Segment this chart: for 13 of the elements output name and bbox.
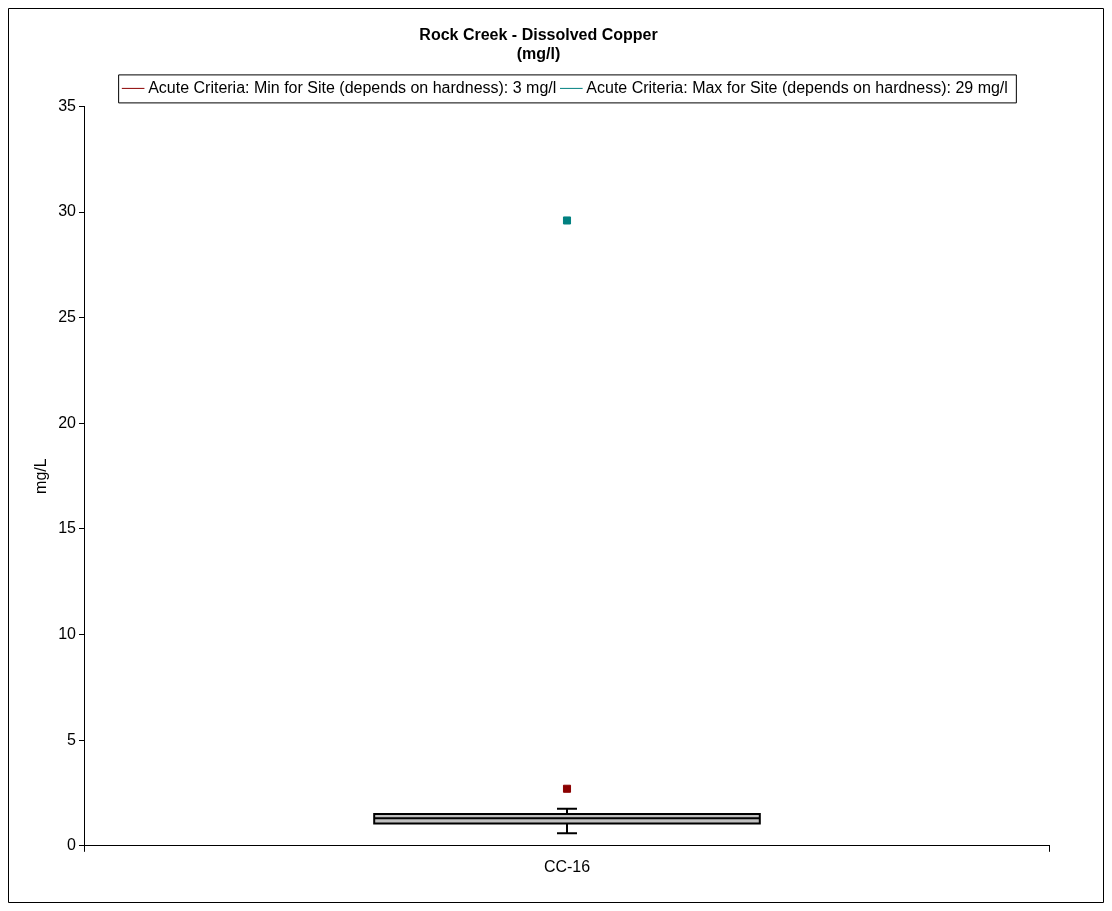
y-tick-label: 25	[58, 308, 77, 326]
y-axis-title: mg/L	[32, 458, 50, 494]
y-tick-label: 5	[67, 730, 77, 748]
x-tick-label: CC-16	[543, 857, 591, 875]
y-tick-label: 20	[58, 413, 77, 431]
y-tick-label: 0	[67, 836, 77, 854]
y-tick-label: 15	[58, 519, 77, 537]
y-tick-label: 10	[58, 624, 77, 642]
legend-label: Acute Criteria: Min for Site (depends on hardness): 3 mg/l	[148, 78, 557, 96]
y-tick-label: 30	[58, 202, 77, 220]
y-tick-label: 35	[58, 96, 77, 114]
legend-label: Acute Criteria: Max for Site (depends on hardness): 29 mg/l	[586, 78, 1008, 96]
chart-title: Rock Creek - Dissolved Copper (mg/l)	[419, 26, 658, 63]
